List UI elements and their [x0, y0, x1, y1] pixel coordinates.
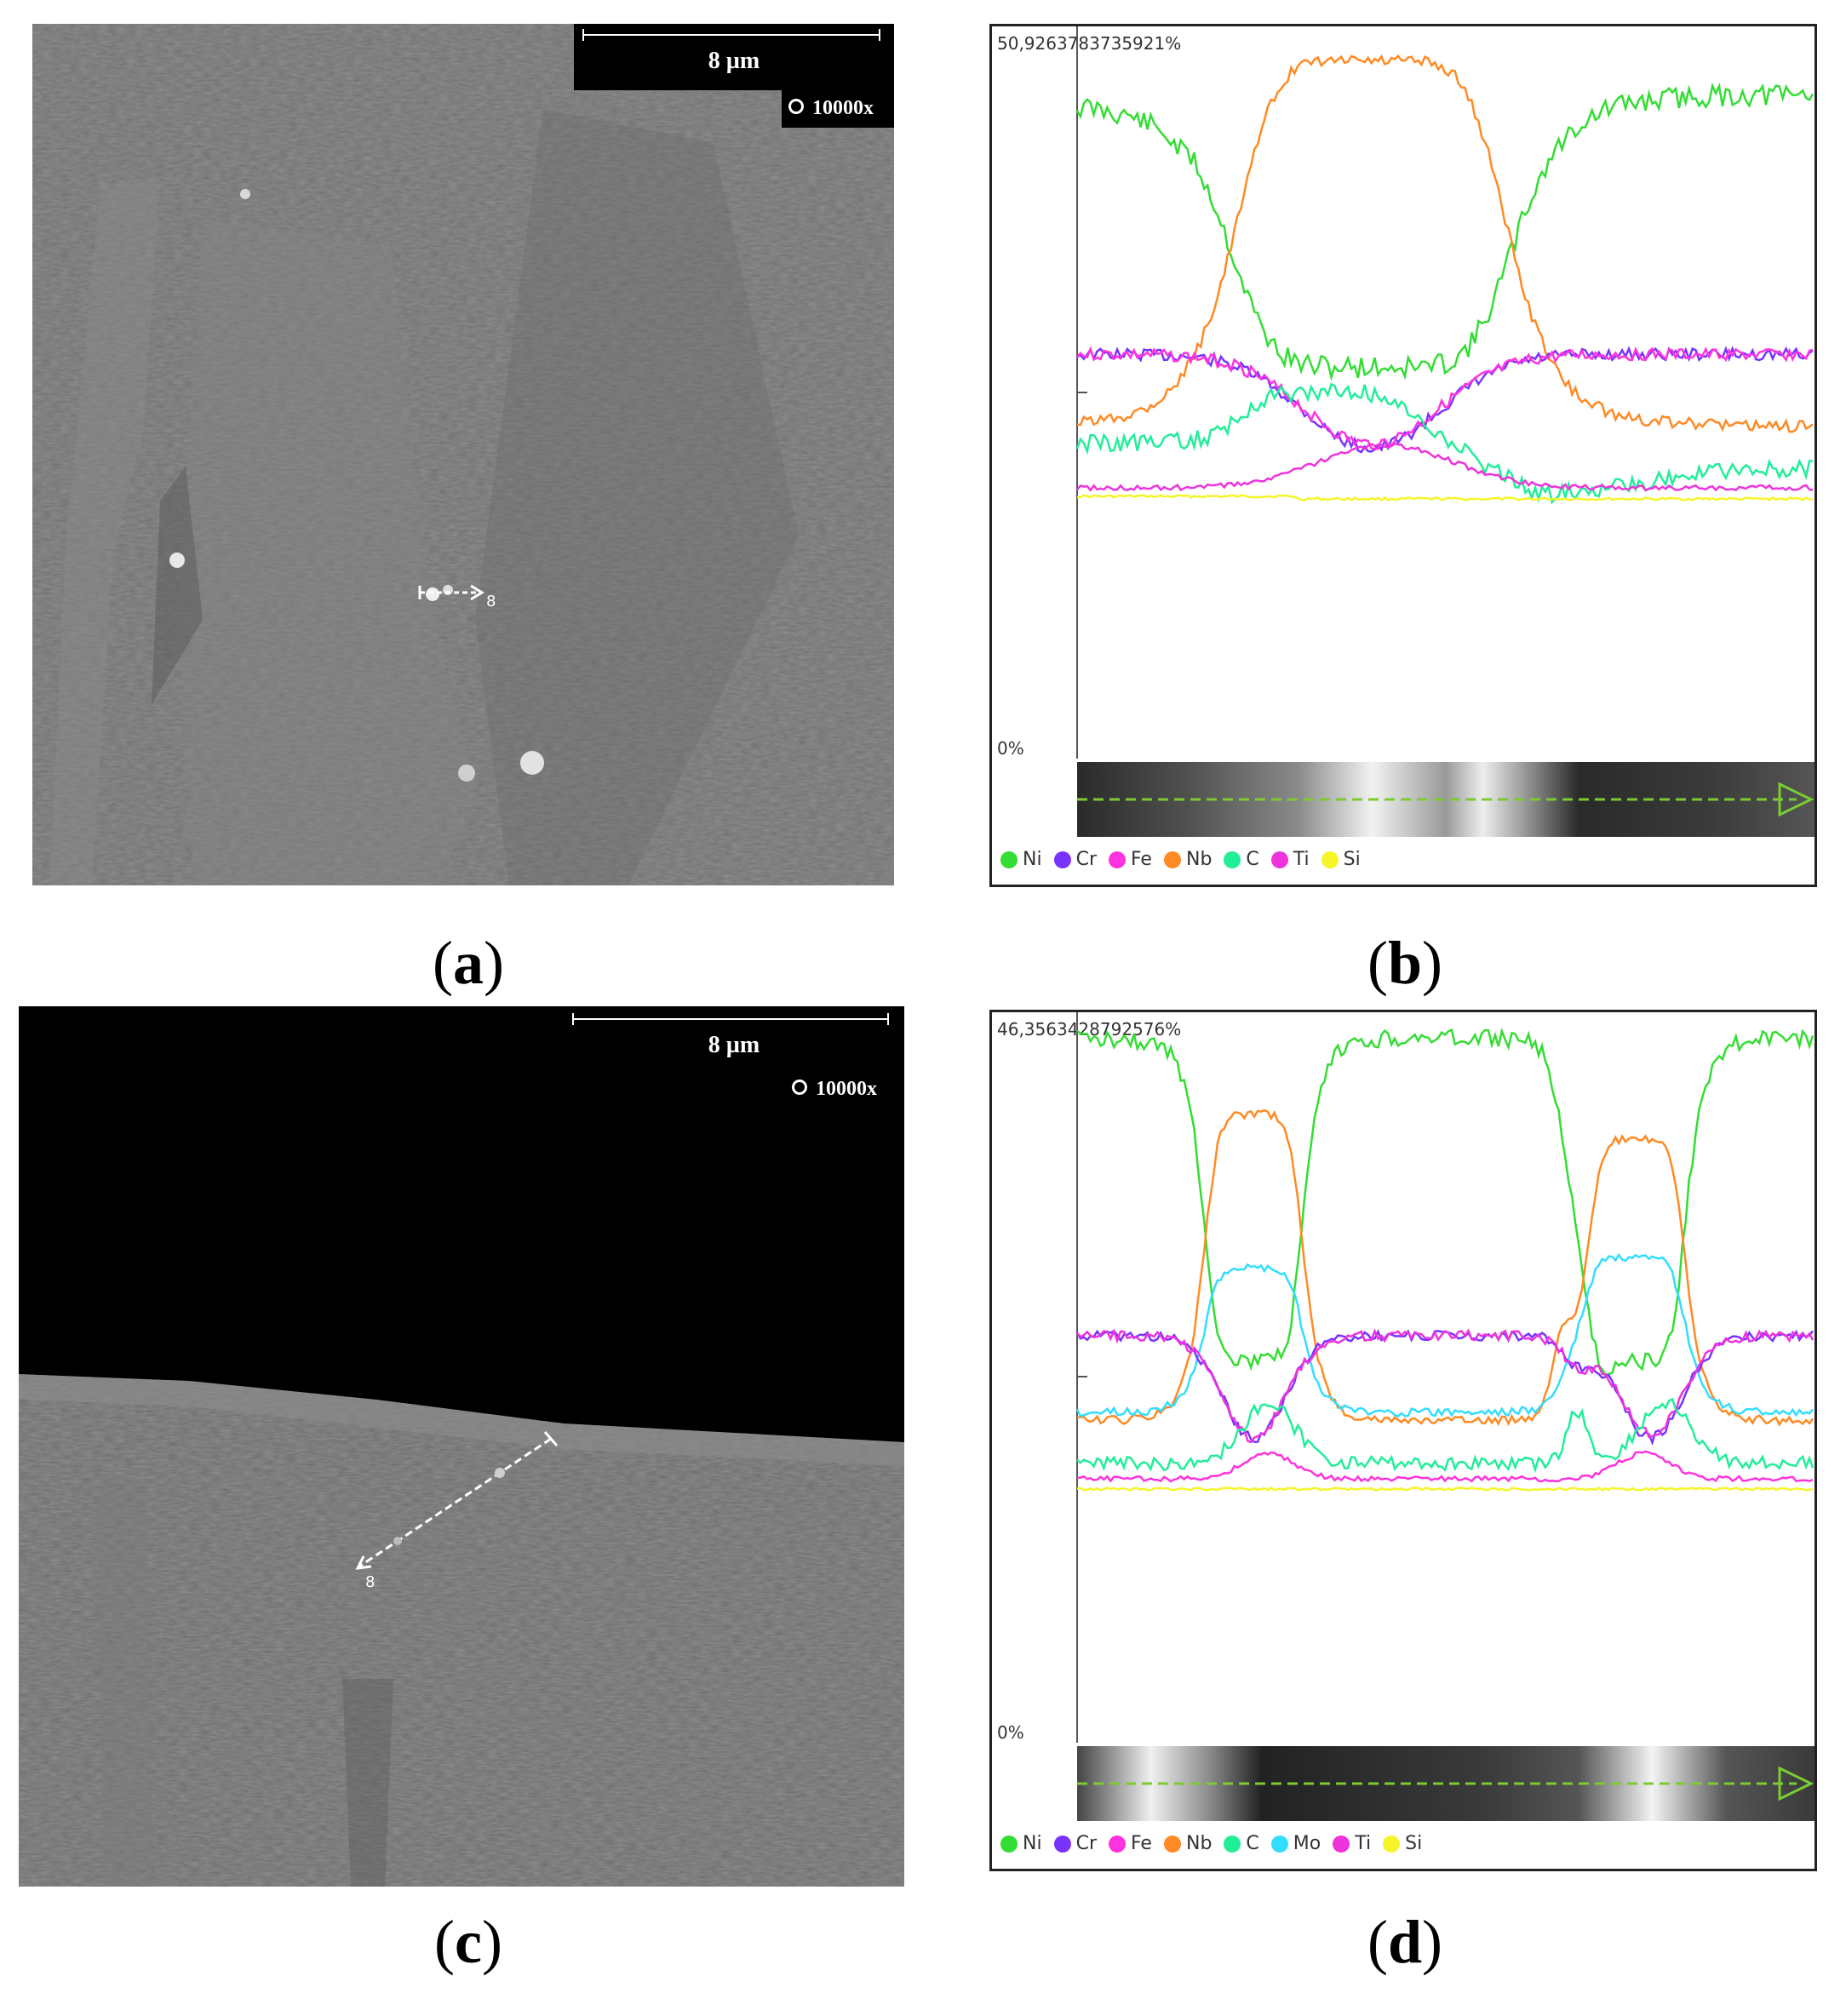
panel-label-c: (c)	[434, 1908, 502, 1976]
scale-bar-box-a: 8 µm	[574, 24, 894, 90]
profile-line-ti	[1076, 442, 1814, 492]
line-marker-label-a: 8	[486, 593, 496, 610]
profile-line-ni	[1075, 82, 1814, 381]
legend-item-si: Si	[1383, 1833, 1422, 1854]
scale-bar-text-c: 8 µm	[708, 1032, 760, 1058]
legend-label-ti: Ti	[1293, 849, 1310, 870]
legend-label-mo: Mo	[1293, 1833, 1321, 1854]
sem-image-a: 8 8 µm 10000x	[32, 24, 894, 885]
legend-dot-ni	[1000, 850, 1018, 868]
legend-item-ti: Ti	[1270, 849, 1310, 870]
profile-line-ni	[1076, 1027, 1814, 1377]
scale-bar-line-c	[572, 1018, 889, 1020]
legend-item-nb: Nb	[1163, 849, 1213, 870]
magnification-box-c: 10000x	[785, 1071, 904, 1108]
linescan-chart-d: 46,3563428792576% 0% Ni Cr Fe Nb C Mo Ti Si	[989, 1010, 1817, 1871]
legend-item-mo: Mo	[1270, 1833, 1321, 1854]
scan-image-strip-b	[1077, 762, 1814, 837]
legend-item-ti: Ti	[1333, 1833, 1371, 1854]
legend-label-ti: Ti	[1355, 1833, 1372, 1854]
legend-label-nb: Nb	[1185, 1833, 1213, 1854]
magnifier-icon	[788, 99, 804, 114]
chart-svg-b	[1075, 26, 1814, 837]
legend-dot-cr	[1053, 850, 1071, 868]
legend-dot-ti	[1270, 850, 1288, 868]
scale-bar-box-c: 8 µm	[564, 1006, 904, 1071]
legend-item-nb: Nb	[1163, 1833, 1213, 1854]
panel-label-b: (b)	[1367, 929, 1442, 997]
legend-dot-nb	[1163, 1835, 1181, 1853]
zero-label-b: 0%	[997, 738, 1024, 759]
scale-bar-tick-right-a	[879, 29, 880, 41]
legend-dot-ti	[1333, 1835, 1350, 1853]
profile-line-cr	[1076, 346, 1814, 454]
legend-dot-mo	[1270, 1835, 1288, 1853]
profile-line-mo	[1075, 1252, 1814, 1418]
legend-label-c: C	[1246, 849, 1259, 870]
legend-item-si: Si	[1321, 849, 1361, 870]
profile-line-si	[1076, 1486, 1814, 1492]
legend-label-si: Si	[1343, 849, 1361, 870]
legend-label-fe: Fe	[1130, 849, 1152, 870]
panel-label-d: (d)	[1367, 1908, 1442, 1976]
profile-line-c	[1076, 1397, 1814, 1474]
legend-label-nb: Nb	[1185, 849, 1213, 870]
linescan-chart-b: 50,9263783735921% 0% Ni Cr Fe Nb C Ti Si	[989, 24, 1817, 887]
legend-b: Ni Cr Fe Nb C Ti Si	[1000, 849, 1367, 870]
legend-item-cr: Cr	[1053, 849, 1097, 870]
legend-label-ni: Ni	[1023, 1833, 1042, 1854]
profile-line-c	[1075, 382, 1814, 505]
profile-line-nb	[1076, 54, 1814, 433]
line-marker-label-c: 8	[365, 1573, 376, 1591]
legend-dot-ni	[1000, 1835, 1018, 1853]
legend-dot-fe	[1108, 1835, 1126, 1853]
legend-item-c: C	[1224, 849, 1259, 870]
legend-dot-c	[1224, 1835, 1241, 1853]
legend-dot-c	[1224, 850, 1241, 868]
max-label-b: 50,9263783735921%	[997, 33, 1182, 54]
legend-label-ni: Ni	[1023, 849, 1042, 870]
legend-d: Ni Cr Fe Nb C Mo Ti Si	[1000, 1833, 1429, 1854]
scale-bar-tick-left-c	[572, 1013, 574, 1025]
magnification-box-a: 10000x	[782, 90, 894, 128]
legend-dot-nb	[1163, 850, 1181, 868]
profile-line-fe	[1076, 346, 1814, 450]
scale-bar-line-a	[582, 34, 880, 36]
sem-texture-a	[32, 24, 894, 885]
profile-line-nb	[1077, 1108, 1814, 1427]
scan-image-strip-d	[1077, 1746, 1814, 1821]
legend-dot-si	[1321, 850, 1339, 868]
profile-line-si	[1076, 494, 1814, 502]
legend-label-cr: Cr	[1075, 1833, 1097, 1854]
scale-bar-text-a: 8 µm	[708, 48, 760, 74]
magnifier-icon	[792, 1080, 807, 1095]
legend-item-cr: Cr	[1053, 1833, 1097, 1854]
profile-line-ti	[1076, 1328, 1814, 1444]
scale-bar-tick-right-c	[887, 1013, 889, 1025]
legend-item-fe: Fe	[1108, 1833, 1152, 1854]
legend-label-c: C	[1246, 1833, 1259, 1854]
legend-item-ni: Ni	[1000, 1833, 1042, 1854]
legend-label-fe: Fe	[1130, 1833, 1152, 1854]
legend-label-cr: Cr	[1075, 849, 1097, 870]
legend-item-c: C	[1224, 1833, 1259, 1854]
sem-texture-c	[19, 1006, 904, 1887]
panel-label-a: (a)	[433, 929, 504, 997]
profile-line-fe	[1077, 1450, 1814, 1483]
legend-dot-si	[1383, 1835, 1401, 1853]
chart-svg-d	[1075, 1012, 1814, 1821]
legend-label-si: Si	[1405, 1833, 1423, 1854]
legend-item-fe: Fe	[1108, 849, 1152, 870]
magnification-text-c: 10000x	[816, 1078, 877, 1100]
legend-dot-fe	[1108, 850, 1126, 868]
sem-image-c: 8 8 µm 10000x	[19, 1006, 904, 1887]
legend-item-ni: Ni	[1000, 849, 1042, 870]
scale-bar-tick-left-a	[582, 29, 584, 41]
legend-dot-cr	[1053, 1835, 1071, 1853]
zero-label-d: 0%	[997, 1722, 1024, 1743]
magnification-text-a: 10000x	[812, 97, 874, 119]
